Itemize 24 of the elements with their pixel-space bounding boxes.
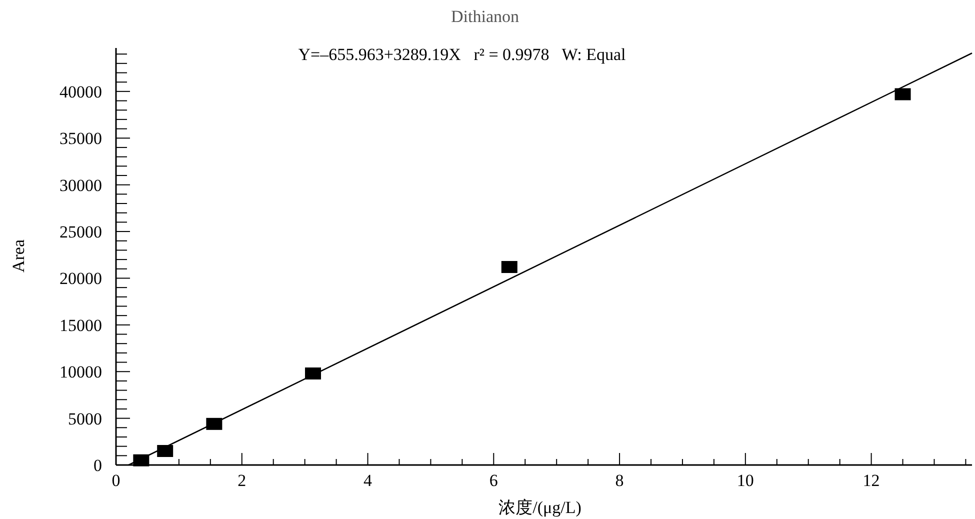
y-tick-label: 25000 (60, 222, 102, 242)
point (157, 444, 174, 457)
y-tick-label: 30000 (60, 176, 102, 195)
y-tick-label: 40000 (60, 82, 102, 102)
point (894, 88, 911, 100)
y-tick-label: 15000 (60, 316, 102, 335)
y-tick-label: 5000 (68, 409, 102, 428)
x-tick-label: 6 (489, 471, 498, 490)
x-axis-title: 浓度/(μg/L) (498, 498, 582, 517)
point (501, 261, 518, 274)
y-axis-title: Area (9, 239, 28, 273)
chart-title: Dithianon (451, 7, 520, 26)
x-tick-label: 0 (112, 471, 120, 490)
annotation: Y=–655.963+3289.19X r² = 0.9978 W: Equal (298, 45, 626, 64)
point (133, 454, 150, 466)
x-tick-label: 4 (364, 471, 373, 490)
y-tick-label: 20000 (60, 269, 102, 288)
y-tick-label: 10000 (60, 362, 102, 382)
y-tick-label: 35000 (60, 129, 102, 148)
x-tick-label: 12 (862, 471, 880, 490)
x-tick-label: 10 (736, 471, 754, 490)
x-tick-label: 2 (238, 471, 246, 490)
y-tick-label: 0 (94, 456, 102, 475)
x-tick-label: 8 (615, 471, 624, 490)
